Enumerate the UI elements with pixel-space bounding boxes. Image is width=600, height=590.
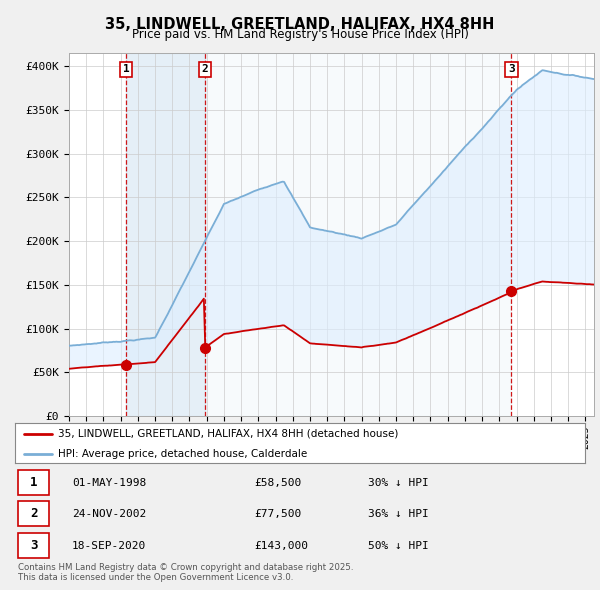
- Text: 36% ↓ HPI: 36% ↓ HPI: [368, 509, 429, 519]
- Text: 35, LINDWELL, GREETLAND, HALIFAX, HX4 8HH (detached house): 35, LINDWELL, GREETLAND, HALIFAX, HX4 8H…: [58, 429, 398, 439]
- Text: 30% ↓ HPI: 30% ↓ HPI: [368, 477, 429, 487]
- Text: 2: 2: [202, 64, 208, 74]
- Text: 01-MAY-1998: 01-MAY-1998: [72, 477, 146, 487]
- Text: £77,500: £77,500: [254, 509, 302, 519]
- FancyBboxPatch shape: [18, 501, 49, 526]
- Text: 18-SEP-2020: 18-SEP-2020: [72, 540, 146, 550]
- Text: Price paid vs. HM Land Registry's House Price Index (HPI): Price paid vs. HM Land Registry's House …: [131, 28, 469, 41]
- Text: 50% ↓ HPI: 50% ↓ HPI: [368, 540, 429, 550]
- Text: 1: 1: [30, 476, 38, 489]
- Text: HPI: Average price, detached house, Calderdale: HPI: Average price, detached house, Cald…: [58, 450, 307, 460]
- Text: Contains HM Land Registry data © Crown copyright and database right 2025.
This d: Contains HM Land Registry data © Crown c…: [18, 563, 353, 582]
- Bar: [127, 53, 205, 416]
- FancyBboxPatch shape: [18, 470, 49, 496]
- Text: 1: 1: [123, 64, 130, 74]
- Text: 3: 3: [30, 539, 38, 552]
- Text: 3: 3: [508, 64, 515, 74]
- Text: 35, LINDWELL, GREETLAND, HALIFAX, HX4 8HH: 35, LINDWELL, GREETLAND, HALIFAX, HX4 8H…: [106, 17, 494, 31]
- FancyBboxPatch shape: [18, 533, 49, 559]
- Text: £58,500: £58,500: [254, 477, 302, 487]
- Bar: [205, 53, 511, 416]
- Text: 24-NOV-2002: 24-NOV-2002: [72, 509, 146, 519]
- Text: £143,000: £143,000: [254, 540, 308, 550]
- Text: 2: 2: [30, 507, 38, 520]
